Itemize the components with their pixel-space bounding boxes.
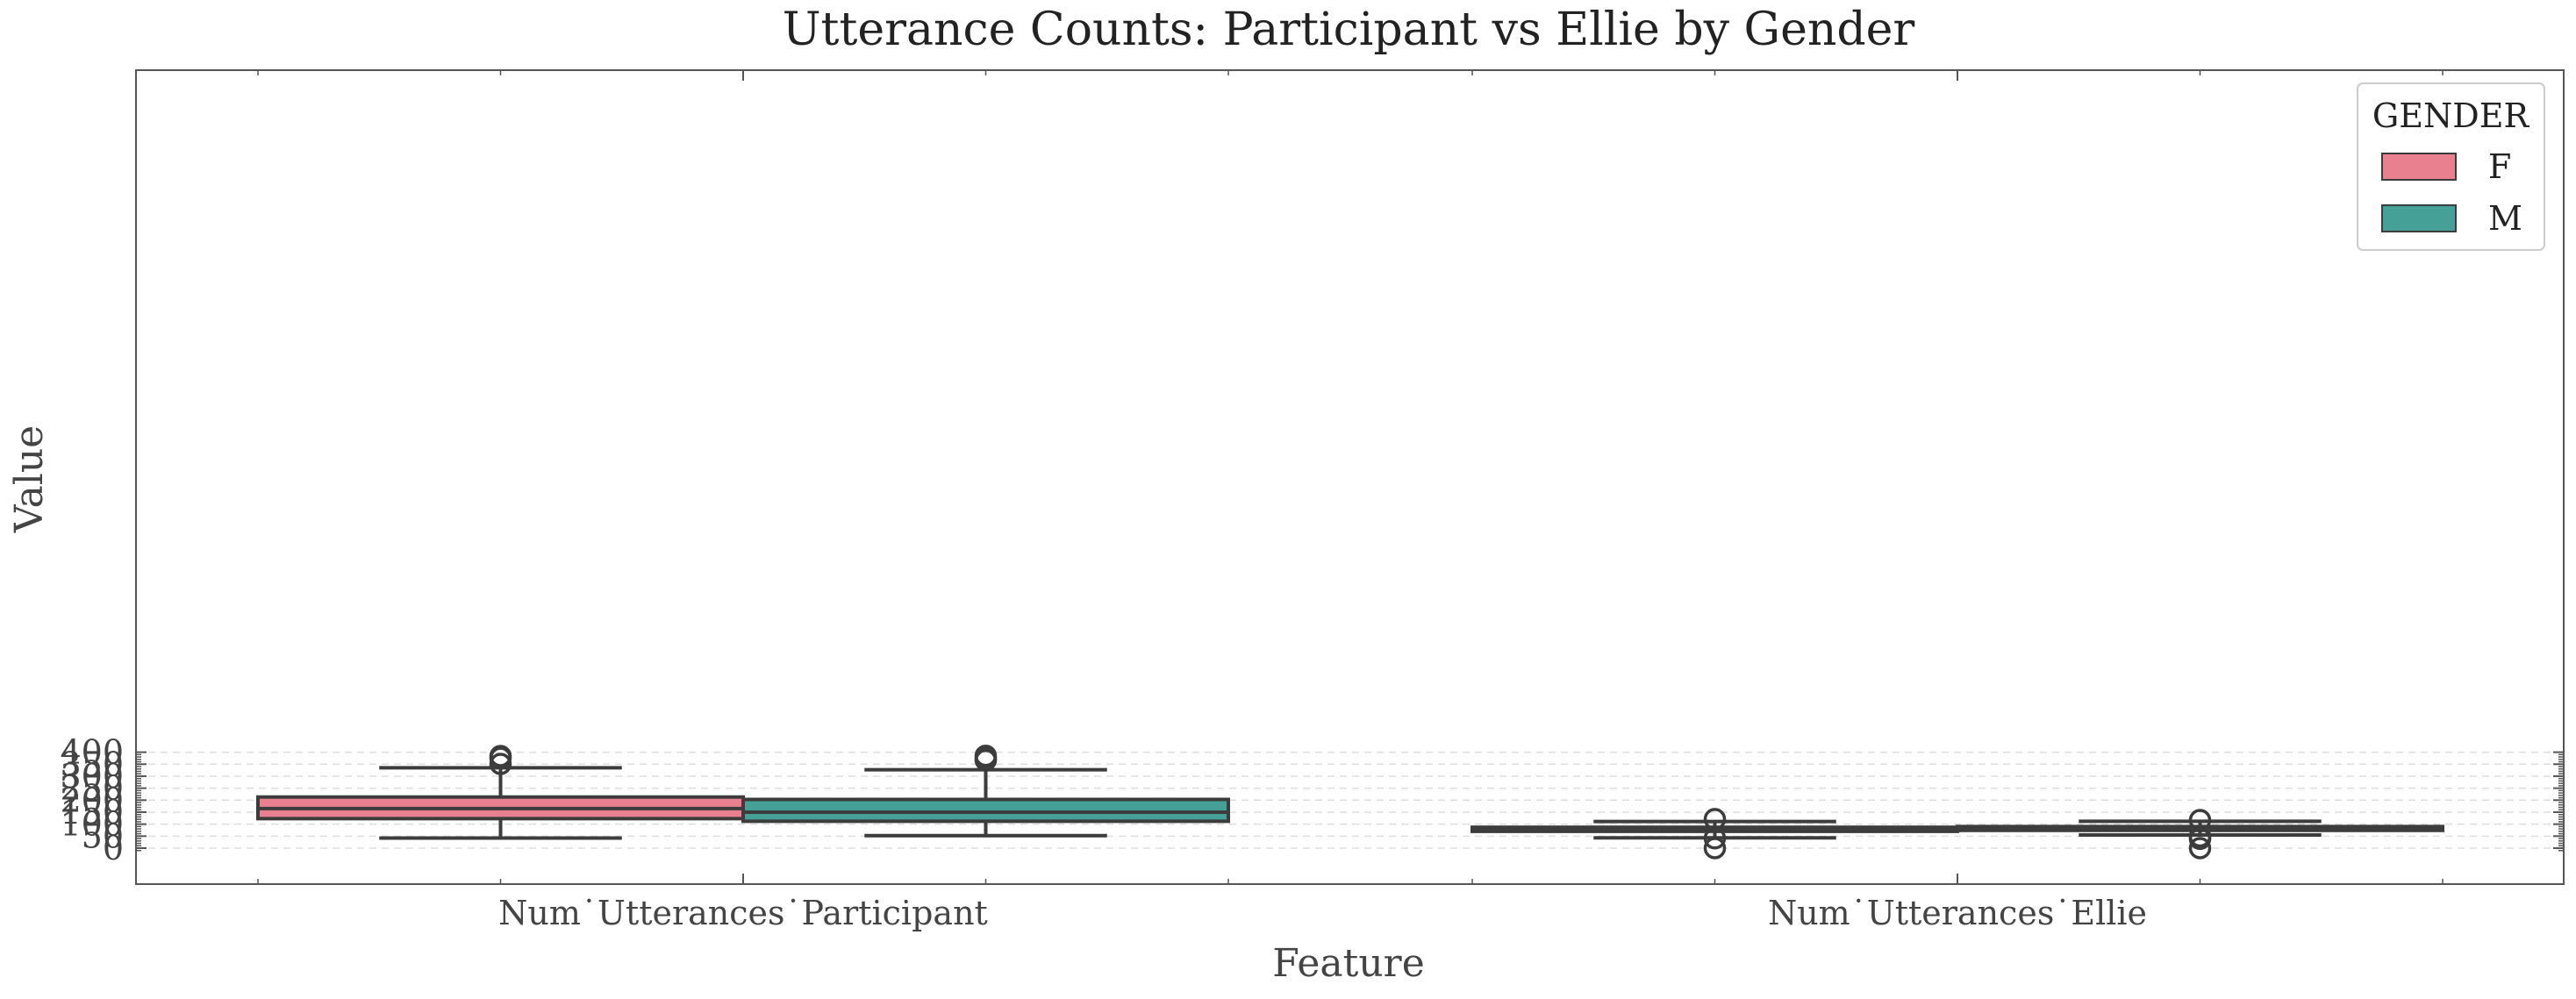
- y-tick-label: 300: [60, 757, 124, 796]
- x-tick-label: Num˙Utterances˙Ellie: [1768, 894, 2147, 932]
- y-tick-label: 200: [60, 781, 124, 819]
- x-axis-label: Feature: [1272, 941, 1425, 986]
- legend-label-m: M: [2488, 199, 2522, 238]
- outlier-point: [2188, 824, 2212, 848]
- outlier-point: [974, 744, 998, 767]
- outlier-point: [1703, 808, 1727, 831]
- legend: GENDER F M: [2357, 82, 2545, 251]
- y-tick-label: 250: [60, 769, 124, 808]
- outlier-point: [2188, 837, 2212, 860]
- boxplot-f-1: [1470, 808, 1959, 860]
- y-tick-label: 400: [60, 733, 124, 772]
- box: [741, 797, 1230, 824]
- y-tick-label: 150: [60, 793, 124, 831]
- plot-frame: [135, 69, 2565, 885]
- boxplot-m-0: [741, 744, 1230, 838]
- legend-title: GENDER: [2372, 96, 2530, 135]
- boxplot-m-1: [1956, 809, 2444, 860]
- outlier-point: [1703, 837, 1727, 860]
- boxplots: [256, 744, 2444, 860]
- y-tick-label: 50: [82, 817, 124, 855]
- y-tick-label: 350: [60, 745, 124, 783]
- legend-label-f: F: [2488, 147, 2511, 186]
- y-axis-label: Value: [7, 425, 52, 533]
- outlier-point: [489, 753, 512, 775]
- y-tick-label: 100: [60, 805, 124, 844]
- legend-swatch-f: [2381, 153, 2457, 181]
- boxplot-f-0: [256, 745, 745, 840]
- y-tick-label: 0: [103, 829, 124, 867]
- legend-swatch-m: [2381, 204, 2457, 232]
- outlier-point: [2188, 809, 2212, 831]
- outlier-point: [489, 745, 512, 767]
- chart-title: Utterance Counts: Participant vs Ellie b…: [783, 4, 1915, 56]
- x-tick-label: Num˙Utterances˙Participant: [498, 894, 988, 932]
